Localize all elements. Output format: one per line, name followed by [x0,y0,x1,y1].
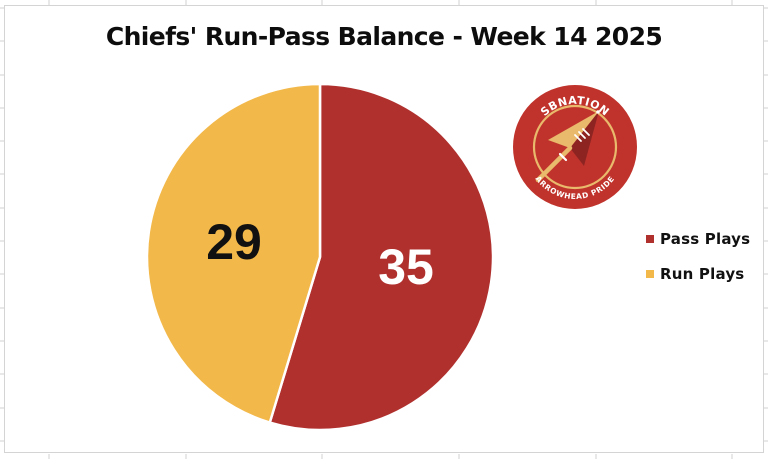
chart-title: Chiefs' Run-Pass Balance - Week 14 2025 [105,22,663,51]
pie-slice-pass-plays[interactable] [268,82,495,432]
data-label-run-plays: 29 [206,214,262,270]
legend-swatch-pass [646,234,654,243]
arrowhead-icon [535,110,600,183]
legend-swatch-run [646,269,654,278]
pie-data-labels: 35 29 [206,214,434,295]
logo-ring [532,104,618,190]
pie-slice-run-plays[interactable] [145,82,322,424]
arrowhead-pride-logo: SBNATION ARROWHEAD PRIDE [513,85,637,209]
legend-item-pass-plays[interactable]: Pass Plays [646,228,750,249]
data-label-pass-plays: 35 [378,239,434,295]
legend-label: Pass Plays [660,229,751,248]
legend: Pass Plays Run Plays [646,228,750,298]
pie-slices [145,82,495,432]
legend-label: Run Plays [660,264,745,283]
legend-item-run-plays[interactable]: Run Plays [646,263,750,284]
